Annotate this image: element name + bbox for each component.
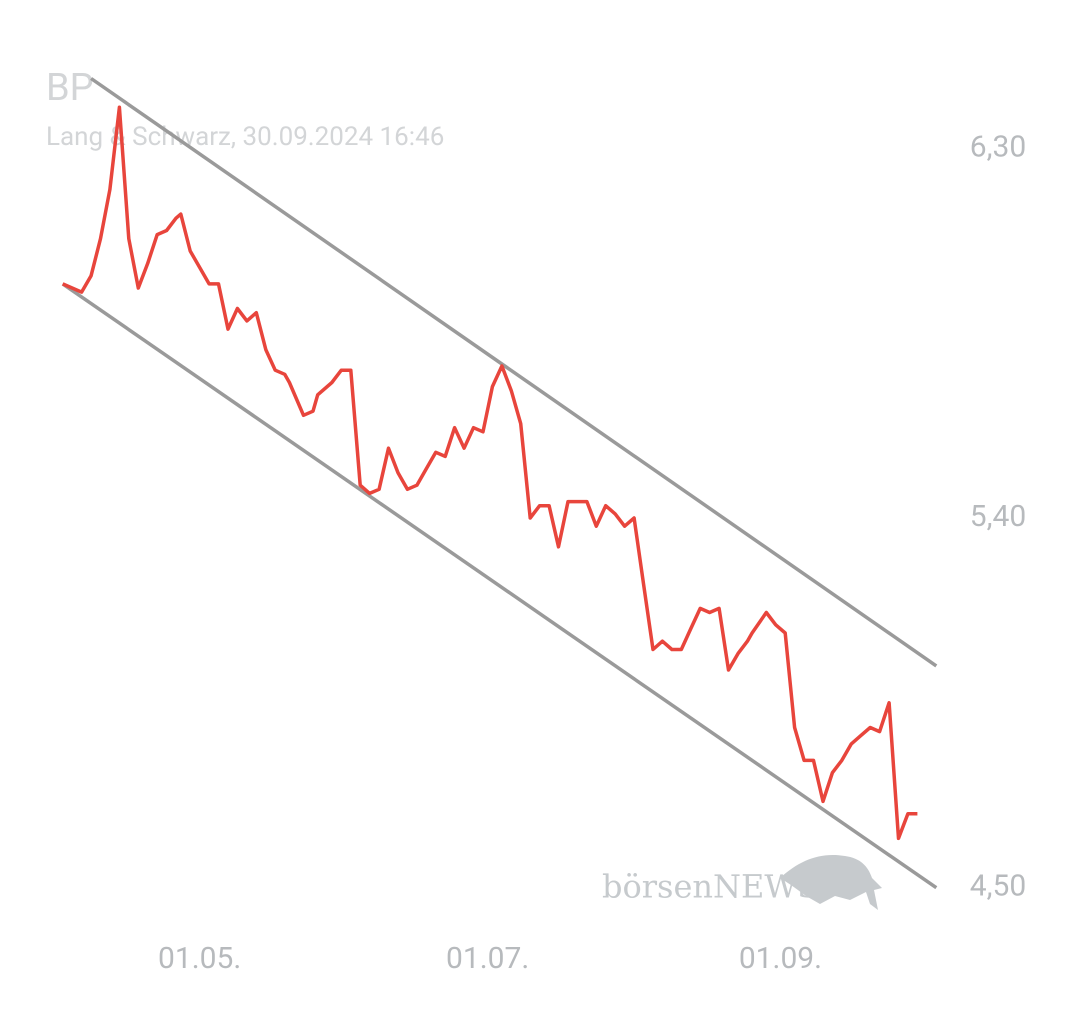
y-tick-label: 5,40 (970, 499, 1026, 534)
channel-line (61, 282, 938, 890)
watermark-bull (780, 854, 882, 910)
chart-title: BP (46, 66, 94, 110)
watermark: börsenNEWS (602, 854, 882, 910)
y-tick-label: 4,50 (970, 869, 1026, 904)
channel-line (90, 77, 938, 668)
chart-subtitle: Lang & Schwarz, 30.09.2024 16:46 (46, 122, 444, 152)
x-tick-label: 01.09. (739, 941, 822, 976)
watermark-text: börsenNEWS (602, 868, 819, 906)
x-tick-label: 01.05. (158, 941, 241, 976)
price-line (62, 105, 918, 841)
x-tick-label: 01.07. (446, 941, 529, 976)
y-tick-label: 6,30 (970, 129, 1026, 164)
